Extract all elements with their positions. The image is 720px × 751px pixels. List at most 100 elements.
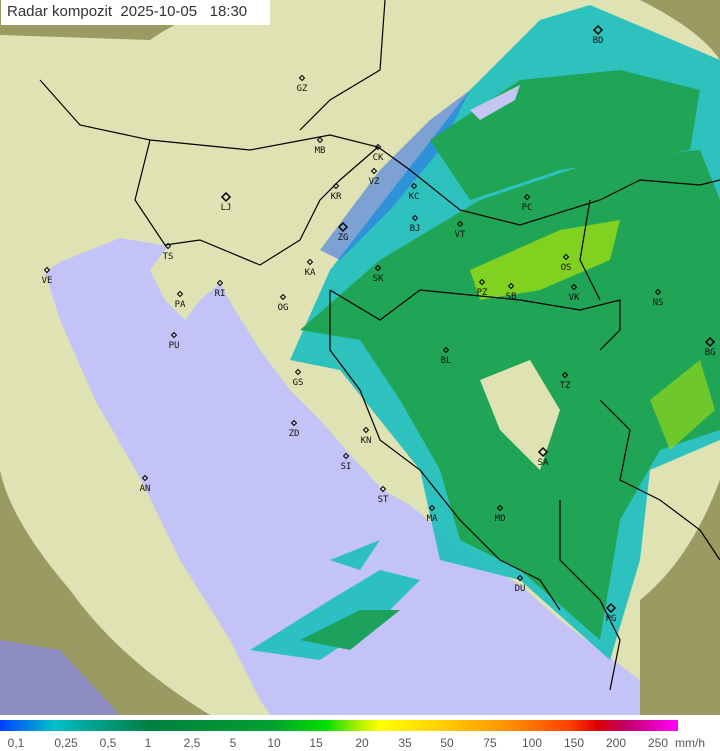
city-gs: GS [293, 368, 303, 388]
city-pc: PC [522, 193, 532, 213]
precipitation-legend: 0,1 0,25 0,5 1 2,5 5 10 15 20 35 50 75 100 150 200 250 m… [0, 718, 720, 751]
city-label: LJ [221, 203, 232, 213]
city-label: SI [341, 462, 352, 472]
city-og: OG [278, 293, 289, 313]
city-marker-icon [410, 182, 418, 190]
city-label: SK [373, 274, 384, 284]
city-vk: VK [569, 283, 580, 303]
legend-label: 250 [647, 736, 669, 750]
legend-labels: 0,1 0,25 0,5 1 2,5 5 10 15 20 35 50 75 100 150 200 250 m… [0, 736, 720, 751]
city-sa: SA [537, 446, 549, 468]
city-ri: RI [215, 279, 226, 299]
city-label: NS [653, 298, 664, 308]
city-tz: TZ [560, 371, 571, 391]
city-label: KC [409, 192, 420, 202]
city-sk: SK [373, 264, 384, 284]
city-du: DU [515, 574, 525, 594]
city-label: OS [561, 263, 572, 273]
city-label: VZ [369, 177, 380, 187]
city-marker-icon [290, 419, 298, 427]
legend-label: 0,25 [54, 736, 78, 750]
city-marker-icon [428, 504, 436, 512]
legend-label: 35 [398, 736, 412, 750]
city-marker-icon [374, 143, 382, 151]
city-pz: PZ [477, 278, 488, 298]
city-vz: VZ [369, 167, 380, 187]
city-marker-icon [337, 221, 349, 233]
city-marker-icon [592, 24, 604, 36]
city-marker-icon [176, 290, 184, 298]
city-label: TZ [560, 381, 571, 391]
city-bl: BL [441, 346, 451, 366]
city-label: GZ [297, 84, 308, 94]
city-pu: PU [169, 331, 180, 351]
city-marker-icon [220, 191, 232, 203]
city-label: BJ [410, 224, 421, 234]
city-si: SI [341, 452, 352, 472]
city-label: OG [278, 303, 289, 313]
radar-map: GZ MB CK VZ KR KC LJ ZG TS VE RI PA PU KA SK BJ VT PC OS VK… [0, 0, 720, 715]
city-bj: BJ [410, 214, 421, 234]
city-label: MB [315, 146, 326, 156]
city-label: KR [331, 192, 342, 202]
city-marker-icon [370, 167, 378, 175]
city-marker-icon [411, 214, 419, 222]
city-ck: CK [373, 143, 384, 163]
city-label: PU [169, 341, 180, 351]
city-marker-icon [279, 293, 287, 301]
city-marker-icon [374, 264, 382, 272]
legend-label: 5 [229, 736, 237, 750]
city-sb: SB [506, 282, 517, 302]
country-borders [39, 0, 720, 691]
city-os: OS [561, 253, 572, 273]
city-label: RI [215, 289, 226, 299]
city-marker-icon [379, 485, 387, 493]
map-title: Radar kompozit 2025-10-05 18:30 [1, 0, 270, 25]
legend-label: 200 [605, 736, 627, 750]
city-marker-icon [43, 266, 51, 274]
sea-outside [0, 640, 120, 715]
city-label: MO [495, 514, 506, 524]
city-label: SB [506, 292, 517, 302]
adriatic-sea [45, 238, 640, 715]
legend-unit: mm/h [675, 736, 705, 750]
city-marker-icon [516, 574, 524, 582]
city-zg: ZG [337, 221, 349, 243]
city-ve: VE [42, 266, 53, 286]
city-label: KA [305, 268, 316, 278]
city-label: ZD [289, 429, 300, 439]
city-lj: LJ [220, 191, 232, 213]
city-marker-icon [561, 371, 569, 379]
city-marker-icon [478, 278, 486, 286]
city-ts: TS [163, 242, 173, 262]
city-mo: MO [495, 504, 506, 524]
city-marker-icon [537, 446, 549, 458]
city-pa: PA [175, 290, 186, 310]
city-marker-icon [442, 346, 450, 354]
city-marker-icon [298, 74, 306, 82]
city-marker-icon [562, 253, 570, 261]
city-vt: VT [455, 220, 466, 240]
city-marker-icon [342, 452, 350, 460]
city-kn: KN [361, 426, 371, 446]
city-label: VE [42, 276, 53, 286]
city-marker-icon [507, 282, 515, 290]
city-label: PG [606, 614, 617, 624]
city-label: SA [538, 458, 549, 468]
city-ka: KA [305, 258, 316, 278]
legend-label: 15 [309, 736, 323, 750]
city-marker-icon [654, 288, 662, 296]
legend-label: 0,5 [99, 736, 117, 750]
city-marker-icon [164, 242, 172, 250]
city-st: ST [378, 485, 389, 505]
city-bd: BD [592, 24, 604, 46]
city-label: ST [378, 495, 389, 505]
city-kc: KC [409, 182, 420, 202]
city-marker-icon [456, 220, 464, 228]
legend-label: 150 [563, 736, 585, 750]
city-label: VK [569, 293, 580, 303]
city-marker-icon [704, 336, 716, 348]
legend-color-bar [0, 720, 678, 731]
legend-label: 2,5 [183, 736, 201, 750]
city-label: BD [593, 36, 604, 46]
